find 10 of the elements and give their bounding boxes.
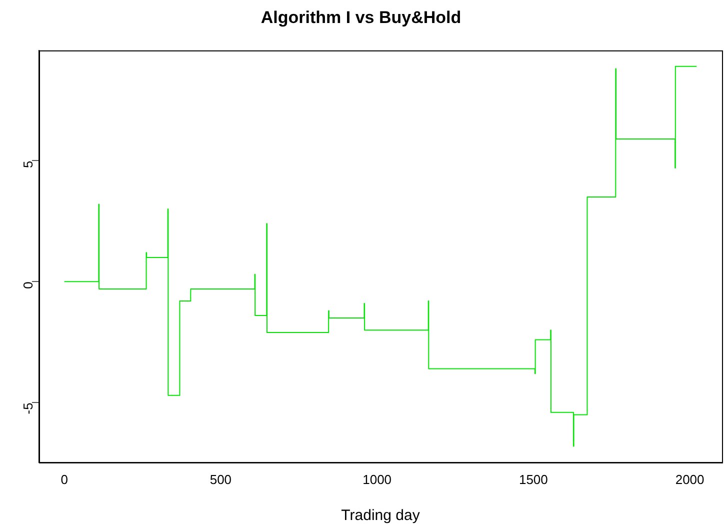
x-tick-label: 0: [60, 472, 68, 487]
chart-title: Algorithm I vs Buy&Hold: [260, 8, 462, 27]
y-tick-label: -5: [20, 402, 36, 414]
y-tick-label: 0: [20, 282, 36, 289]
x-tick-label: 500: [210, 472, 232, 487]
x-tick-label: 1500: [518, 472, 548, 487]
x-tick-label: 2000: [675, 472, 704, 487]
x-tick-label: 1000: [362, 472, 392, 487]
y-tick-label: 5: [20, 160, 36, 168]
x-axis-title: Trading day: [341, 507, 420, 524]
